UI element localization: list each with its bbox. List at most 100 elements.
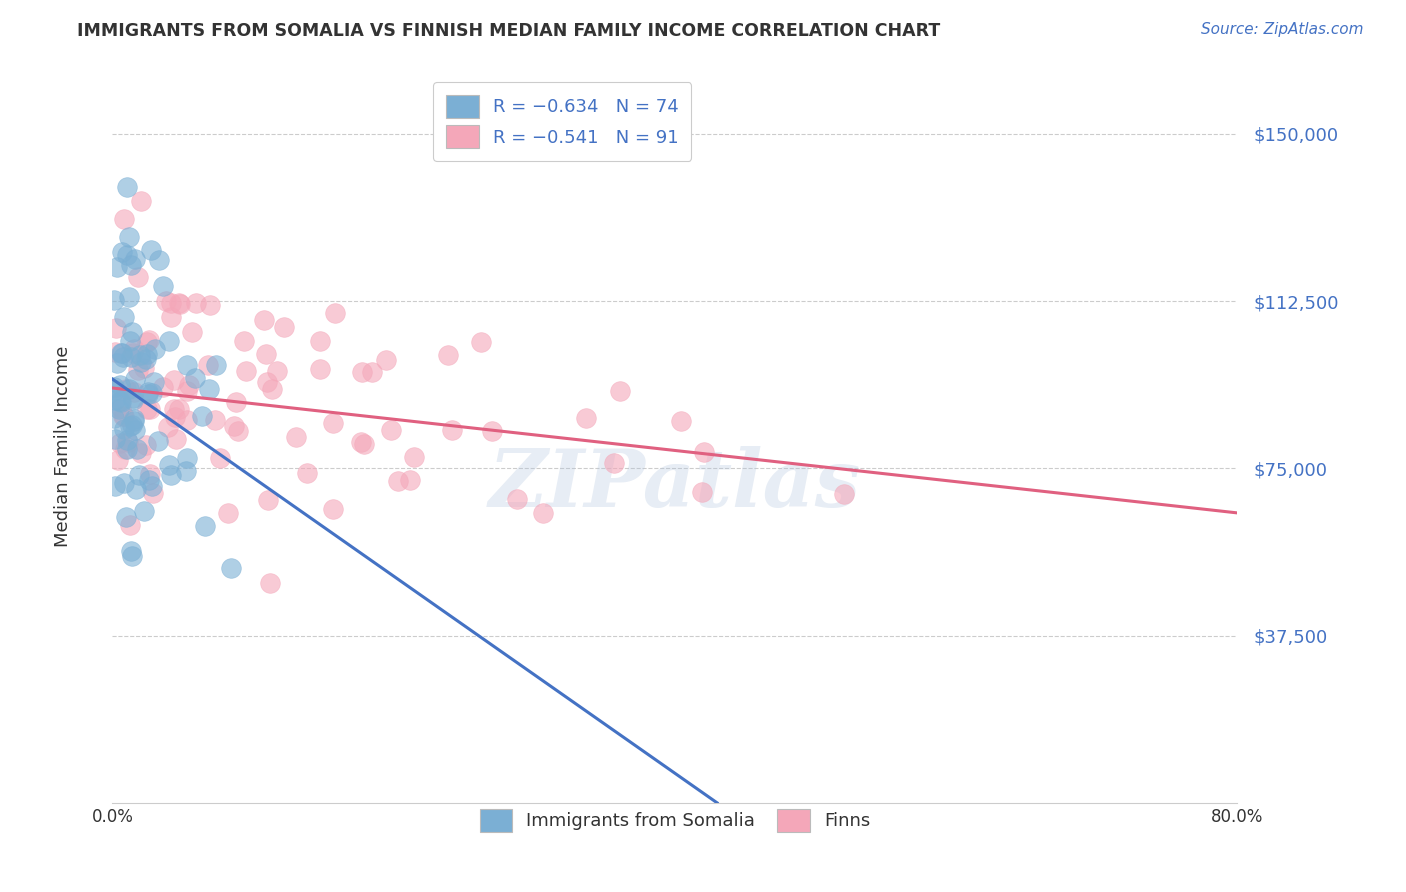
- Point: [129, 355, 152, 369]
- Point: [350, 434, 373, 449]
- Point: [105, 260, 128, 274]
- Point: [118, 334, 141, 348]
- Point: [141, 479, 163, 493]
- Point: [120, 543, 142, 558]
- Point: [437, 348, 460, 362]
- Point: [114, 442, 136, 456]
- Point: [142, 485, 165, 500]
- Point: [157, 420, 180, 434]
- Point: [197, 383, 219, 397]
- Point: [104, 321, 127, 335]
- Point: [138, 473, 160, 487]
- Point: [112, 476, 135, 491]
- Point: [575, 410, 598, 425]
- Point: [138, 334, 160, 348]
- Point: [136, 387, 159, 401]
- Point: [135, 334, 157, 349]
- Point: [115, 442, 138, 457]
- Point: [118, 230, 141, 244]
- Point: [159, 310, 181, 324]
- Point: [110, 435, 132, 450]
- Point: [125, 442, 148, 456]
- Point: [217, 506, 239, 520]
- Point: [219, 561, 242, 575]
- Point: [122, 342, 145, 356]
- Point: [163, 374, 186, 388]
- Point: [308, 362, 330, 376]
- Point: [122, 393, 145, 408]
- Point: [191, 409, 214, 424]
- Point: [129, 194, 152, 208]
- Point: [374, 353, 396, 368]
- Point: [104, 432, 127, 446]
- Point: [139, 402, 162, 417]
- Point: [256, 376, 278, 390]
- Point: [132, 361, 155, 376]
- Point: [440, 423, 463, 437]
- Point: [121, 418, 143, 433]
- Point: [353, 437, 375, 451]
- Point: [259, 576, 281, 591]
- Point: [128, 467, 150, 482]
- Point: [322, 501, 344, 516]
- Point: [235, 364, 257, 378]
- Point: [322, 416, 344, 430]
- Point: [111, 409, 134, 423]
- Point: [118, 518, 141, 533]
- Text: Source: ZipAtlas.com: Source: ZipAtlas.com: [1201, 22, 1364, 37]
- Point: [107, 453, 129, 467]
- Point: [105, 356, 128, 370]
- Point: [184, 296, 207, 310]
- Point: [273, 320, 295, 334]
- Point: [256, 493, 278, 508]
- Point: [111, 345, 134, 359]
- Point: [115, 433, 138, 447]
- Point: [266, 364, 288, 378]
- Point: [165, 432, 187, 446]
- Point: [117, 248, 139, 262]
- Point: [141, 385, 163, 400]
- Point: [124, 252, 146, 266]
- Point: [159, 458, 181, 473]
- Point: [135, 351, 157, 366]
- Point: [139, 243, 162, 257]
- Point: [135, 437, 157, 451]
- Point: [176, 359, 198, 373]
- Point: [157, 334, 180, 348]
- Point: [121, 258, 143, 272]
- Point: [115, 510, 138, 524]
- Point: [184, 371, 207, 385]
- Point: [124, 384, 146, 399]
- Point: [145, 343, 167, 357]
- Point: [174, 464, 197, 478]
- Point: [122, 412, 145, 426]
- Point: [146, 434, 169, 449]
- Point: [129, 348, 152, 362]
- Point: [603, 456, 626, 470]
- Point: [159, 295, 181, 310]
- Point: [167, 402, 190, 417]
- Point: [103, 380, 125, 394]
- Point: [132, 504, 155, 518]
- Point: [323, 305, 346, 319]
- Point: [103, 411, 125, 425]
- Point: [136, 385, 159, 400]
- Point: [118, 382, 141, 396]
- Point: [124, 372, 146, 386]
- Point: [129, 446, 152, 460]
- Point: [253, 312, 276, 326]
- Point: [108, 394, 131, 409]
- Point: [124, 423, 146, 437]
- Point: [387, 474, 409, 488]
- Point: [380, 423, 402, 437]
- Point: [112, 409, 135, 423]
- Point: [103, 293, 125, 308]
- Point: [104, 383, 127, 397]
- Point: [118, 290, 141, 304]
- Point: [669, 414, 692, 428]
- Point: [531, 506, 554, 520]
- Point: [110, 401, 132, 416]
- Point: [361, 365, 384, 379]
- Point: [121, 549, 143, 563]
- Point: [125, 483, 148, 497]
